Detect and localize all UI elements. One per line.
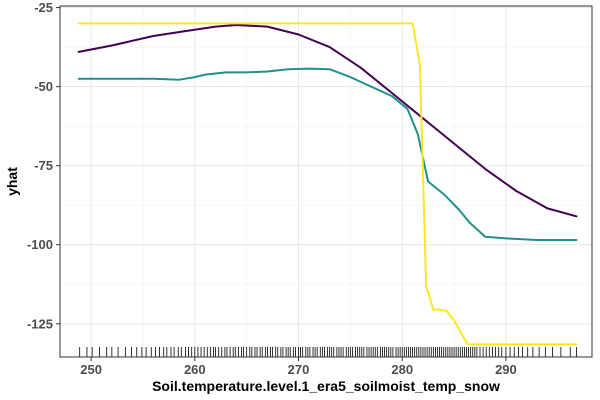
y-tick-label: -75	[34, 158, 53, 173]
y-tick-label: -25	[34, 0, 53, 15]
x-tick-label: 260	[184, 362, 206, 377]
x-axis-title: Soil.temperature.level.1_era5_soilmoist_…	[152, 378, 500, 394]
y-axis-title: yhat	[4, 167, 20, 196]
series-line-2	[77, 67, 578, 241]
panel-border	[59, 5, 593, 358]
series-line-1	[77, 24, 578, 218]
x-tick-label: 270	[288, 362, 310, 377]
x-tick-label: 290	[495, 362, 517, 377]
grid	[60, 6, 592, 357]
axes: 250 260 270 280 290 -125 -100 -75 -50 -25	[27, 0, 593, 377]
series-line-3	[77, 22, 578, 346]
y-tick-label: -125	[27, 316, 53, 331]
x-tick-label: 250	[80, 362, 102, 377]
y-tick-label: -50	[34, 79, 53, 94]
rug-marks	[79, 347, 577, 357]
x-tick-label: 280	[391, 362, 413, 377]
series-lines	[77, 22, 578, 346]
y-tick-label: -100	[27, 237, 53, 252]
